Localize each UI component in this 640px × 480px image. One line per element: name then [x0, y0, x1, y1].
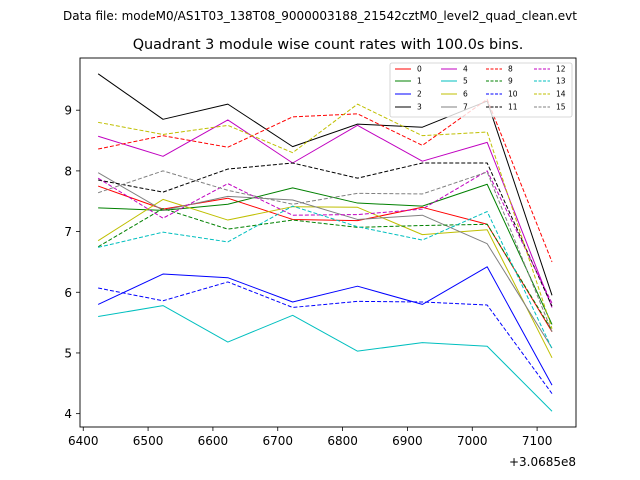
x-tick-label: 6600 — [198, 434, 229, 448]
y-tick-label: 8 — [64, 164, 72, 178]
series-line-1 — [98, 183, 553, 325]
legend-label-12: 12 — [556, 65, 566, 74]
x-tick-label: 6400 — [68, 434, 99, 448]
series-line-0 — [97, 185, 553, 332]
series-line-6 — [97, 198, 553, 359]
series-line-11 — [98, 162, 553, 307]
legend-label-0: 0 — [417, 65, 422, 74]
legend-label-15: 15 — [556, 103, 566, 112]
y-tick-label: 9 — [64, 104, 72, 118]
legend-label-8: 8 — [508, 65, 513, 74]
legend-label-14: 14 — [556, 90, 566, 99]
legend-label-2: 2 — [417, 90, 422, 99]
series-line-10 — [98, 281, 553, 394]
series-line-2 — [97, 266, 553, 386]
legend-frame — [389, 62, 573, 118]
legend-label-11: 11 — [508, 103, 518, 112]
chart-title: Quadrant 3 module wise count rates with … — [133, 37, 524, 53]
x-tick-label: 6800 — [327, 434, 358, 448]
y-axis: 4 5 6 7 8 9 — [64, 104, 80, 421]
legend-label-1: 1 — [417, 77, 422, 86]
y-tick-label: 6 — [64, 286, 72, 300]
plot-frame — [79, 57, 577, 428]
x-tick-label: 7000 — [457, 434, 488, 448]
data-file-label: Data file: modeM0/AS1T03_138T08_90000031… — [63, 9, 577, 23]
x-tick-label: 6500 — [133, 434, 164, 448]
series-line-13 — [98, 205, 553, 349]
series-line-5 — [98, 305, 553, 412]
y-tick-label: 7 — [64, 225, 72, 239]
series-line-14 — [98, 103, 553, 329]
x-axis: 6400 6500 6600 6700 6800 6900 7000 7100 — [68, 427, 552, 448]
series-line-8 — [98, 98, 553, 263]
x-tick-label: 6700 — [262, 434, 293, 448]
series-line-7 — [97, 172, 553, 349]
x-tick-label: 6900 — [392, 434, 423, 448]
legend-label-10: 10 — [508, 90, 518, 99]
series-line-4 — [98, 119, 553, 308]
legend-label-4: 4 — [463, 65, 468, 74]
series-line-15 — [97, 170, 553, 332]
x-tick-label: 7100 — [522, 434, 553, 448]
legend-label-3: 3 — [417, 103, 422, 112]
y-tick-label: 5 — [64, 346, 72, 360]
legend-label-9: 9 — [508, 77, 513, 86]
series-line-12 — [97, 170, 553, 304]
series-layer — [97, 73, 553, 412]
legend-label-6: 6 — [463, 90, 468, 99]
legend-label-13: 13 — [556, 77, 566, 86]
legend-label-7: 7 — [463, 103, 468, 112]
legend-label-5: 5 — [463, 77, 468, 86]
series-line-9 — [97, 208, 553, 331]
y-tick-label: 4 — [64, 407, 72, 421]
x-offset-label: +3.0685e8 — [509, 455, 576, 469]
